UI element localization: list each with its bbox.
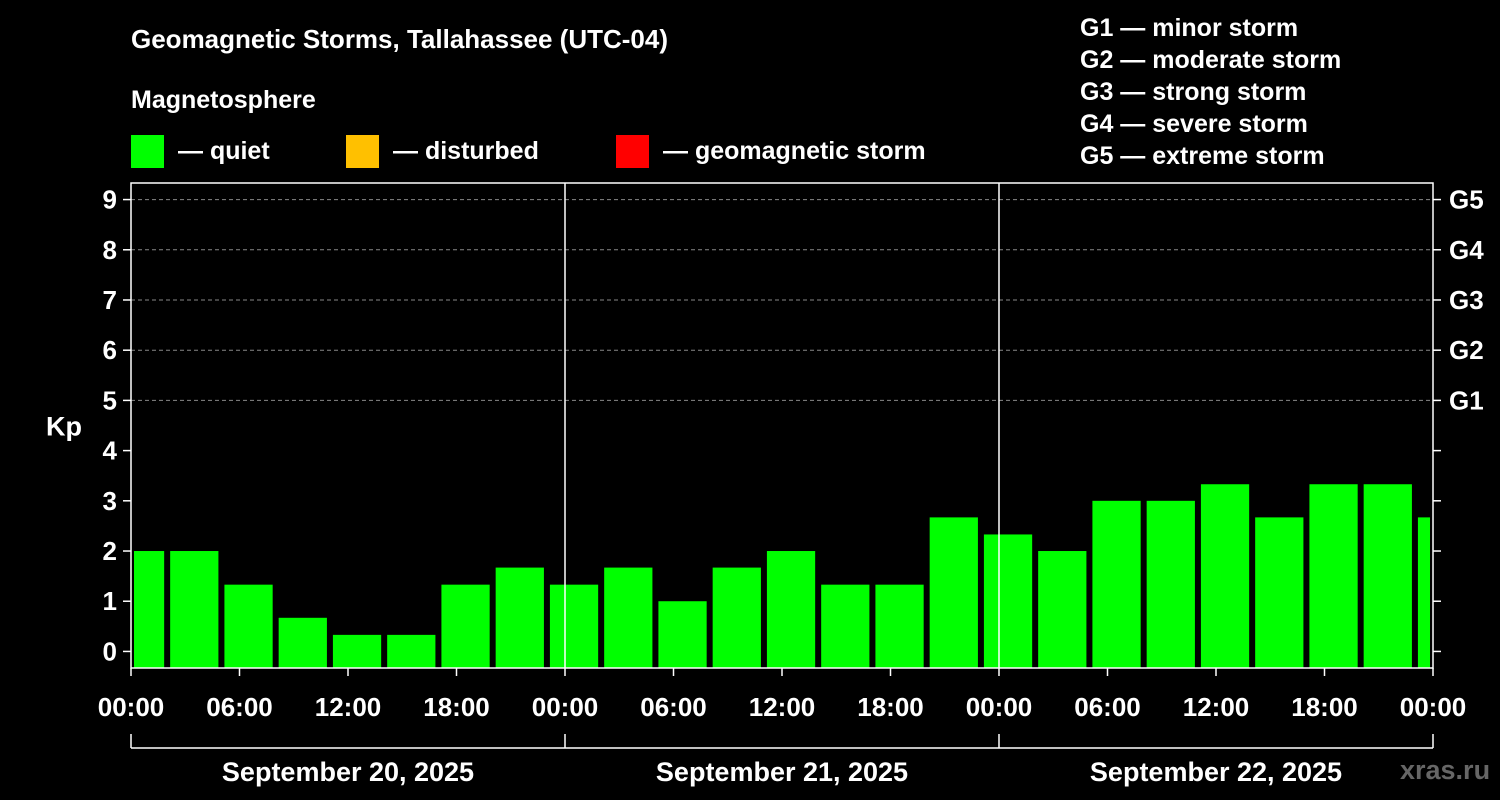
x-tick-label-4: 00:00 [532,692,599,722]
y-tick-label-2: 2 [103,536,117,566]
g-scale-g4: G4 — severe storm [1080,110,1308,138]
kp-bar-15 [929,517,978,668]
kp-bar-13 [821,584,870,668]
g-scale-legend: G1 — minor storm G2 — moderate storm G3 … [1080,12,1341,172]
kp-bar-11 [712,567,761,668]
legend-storm: — geomagnetic storm [616,134,926,168]
y-tick-label-3: 3 [103,486,117,516]
kp-bar-19 [1146,500,1195,668]
kp-bar-16 [983,534,1033,668]
g-scale-g2: G2 — moderate storm [1080,46,1342,74]
y-tick-label-0: 0 [103,636,117,666]
y-tick-label-6: 6 [103,335,117,365]
x-tick-label-12: 00:00 [1400,692,1467,722]
x-tick-label-7: 18:00 [857,692,924,722]
kp-bar-22 [1309,484,1358,668]
x-tick-label-9: 06:00 [1074,692,1141,722]
legend-label-quiet: — quiet [178,136,270,165]
x-tick-label-0: 00:00 [98,692,165,722]
legend-label-storm: — geomagnetic storm [663,136,926,165]
x-tick-label-10: 12:00 [1183,692,1250,722]
y-tick-label-5: 5 [103,385,117,415]
day-label-0: September 20, 2025 [222,757,474,787]
kp-bar-0 [134,551,165,668]
x-tick-label-3: 18:00 [423,692,490,722]
x-tick-label-11: 18:00 [1291,692,1358,722]
g-level-label-g5: G5 [1449,185,1484,215]
day-label-1: September 21, 2025 [656,757,908,787]
g-scale-g5: G5 — extreme storm [1080,142,1325,170]
kp-bar-12 [766,551,816,668]
kp-bar-23 [1363,484,1412,668]
kp-bar-24 [1417,517,1430,668]
kp-bar-21 [1255,517,1304,668]
kp-bar-1 [170,551,219,668]
g-level-label-g3: G3 [1449,285,1484,315]
y-tick-label-8: 8 [103,235,117,265]
y-tick-label-9: 9 [103,185,117,215]
kp-bar-10 [658,601,707,668]
kp-bar-6 [441,584,490,668]
kp-bar-2 [224,584,273,668]
g-level-label-g2: G2 [1449,335,1484,365]
legend-swatch-quiet [131,134,164,168]
magnetosphere-heading: Magnetosphere [131,86,316,114]
day-label-2: September 22, 2025 [1090,757,1342,787]
chart-title: Geomagnetic Storms, Tallahassee (UTC-04) [131,24,669,54]
kp-bar-4 [332,634,382,668]
g-level-label-g1: G1 [1449,385,1484,415]
kp-bar-7 [495,567,544,668]
kp-bar-3 [278,617,327,668]
g-scale-g3: G3 — strong storm [1080,78,1307,106]
legend-label-disturbed: — disturbed [393,136,539,165]
g-level-label-g4: G4 [1449,235,1484,265]
x-tick-label-5: 06:00 [640,692,707,722]
kp-bar-8 [549,584,599,668]
legend-quiet: — quiet [131,134,270,168]
legend-swatch-storm [616,134,649,168]
watermark: xras.ru [1400,755,1491,785]
g-scale-g1: G1 — minor storm [1080,14,1299,42]
x-tick-label-6: 12:00 [749,692,816,722]
kp-bar-18 [1092,500,1141,668]
kp-bar-20 [1200,484,1250,668]
x-tick-label-8: 00:00 [966,692,1033,722]
kp-bar-5 [387,634,436,668]
kp-bar-14 [875,584,924,668]
y-axis-label: Kp [46,412,82,442]
x-tick-label-1: 06:00 [206,692,273,722]
y-tick-label-7: 7 [103,285,117,315]
legend-disturbed: — disturbed [346,134,539,168]
y-tick-label-1: 1 [103,586,117,616]
y-tick-label-4: 4 [103,436,118,466]
legend-swatch-disturbed [346,134,379,168]
x-tick-label-2: 12:00 [315,692,382,722]
kp-bar-9 [604,567,653,668]
kp-bar-17 [1038,551,1087,668]
